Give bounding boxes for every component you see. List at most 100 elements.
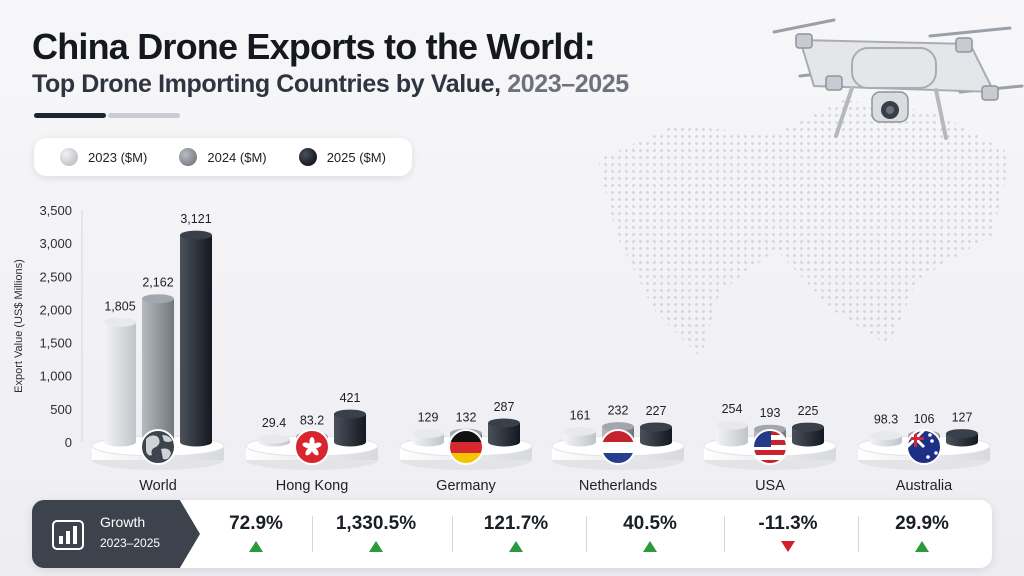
bar-cap [142,294,174,304]
growth-divider [452,516,453,552]
bar-chart: 0 500 1,000 1,500 2,000 2,500 3,000 3,500 Export… [13,203,991,494]
data-label-usa-2023-m: 254 [722,402,743,416]
australia-flag-icon [906,429,942,465]
growth-cell-hong-kong: 1,330.5% [316,500,436,568]
up-arrow-icon [915,541,929,552]
y-tick-label: 500 [50,402,72,417]
bar-netherlands-2025-m [640,426,672,447]
category-label-netherlands: Netherlands [579,478,657,494]
up-arrow-icon [643,541,657,552]
data-label-world-2025-m: 3,121 [180,212,211,226]
category-label-world: World [139,478,177,494]
legend-item-2024: 2024 ($M) [179,148,267,166]
chart-subtitle: Top Drone Importing Countries by Value, … [32,70,629,99]
legend-label-2024: 2024 ($M) [207,149,267,165]
subtitle-years: 2023–2025 [507,70,629,98]
bar-cap [870,430,902,440]
chart-title: China Drone Exports to the World: [32,26,596,67]
growth-period: 2023–2025 [100,536,161,550]
bar-usa-2025-m [792,427,824,447]
legend-swatch-2025 [298,148,317,166]
bar-cap [412,428,444,438]
globe-icon [140,429,176,465]
data-label-world-2023-m: 1,805 [104,299,135,313]
legend-item-2025: 2025 ($M) [298,148,386,166]
bar-cap [946,429,978,439]
growth-divider [724,516,725,552]
bar-cap [716,420,748,430]
category-group-netherlands: 161 232 227 Netherlands [551,404,685,494]
category-label-usa: USA [755,478,785,494]
growth-label-box: Growth 2023–2025 [32,500,200,568]
category-group-germany: 129 132 287 Germany [399,400,533,494]
data-label-germany-2025-m: 287 [494,400,515,414]
y-tick-label: 2,000 [39,302,72,317]
y-tick-label: 3,000 [39,236,72,251]
up-arrow-icon [509,541,523,552]
growth-chart-icon [52,520,84,550]
category-group-australia: 98.3 106 127 Australia [857,411,991,494]
data-label-netherlands-2025-m: 227 [646,404,667,418]
title-underline-dark [34,113,106,118]
down-arrow-icon [781,541,795,552]
bar-cap [602,422,634,432]
growth-value: 29.9% [895,513,949,534]
growth-cell-world: 72.9% [196,500,316,568]
growth-value: -11.3% [758,513,818,534]
legend-swatch-2024 [179,148,198,166]
bar-usa-2023-m [716,425,748,447]
bar-cap [564,426,596,436]
growth-cell-usa: -11.3% [728,500,848,568]
bar-cap [488,418,520,428]
growth-value: 72.9% [229,513,283,534]
growth-divider [586,516,587,552]
data-label-australia-2024-m: 106 [914,412,935,426]
growth-divider [858,516,859,552]
growth-value: 1,330.5% [335,513,417,534]
drone-illustration [772,18,1024,140]
growth-value: 121.7% [483,513,549,534]
legend-item-2023: 2023 ($M) [60,148,147,166]
y-tick-label: 0 [65,435,72,450]
netherlands-flag-icon [600,429,636,465]
data-label-netherlands-2023-m: 161 [570,408,591,422]
subtitle-main: Top Drone Importing Countries by Value, [32,70,501,98]
growth-divider [312,516,313,552]
y-tick-label: 3,500 [39,203,72,218]
y-tick-label: 1,500 [39,336,72,351]
y-tick-label: 2,500 [39,269,72,284]
data-label-world-2024-m: 2,162 [142,276,173,290]
legend-label-2025: 2025 ($M) [326,149,386,165]
data-label-germany-2024-m: 132 [456,410,477,424]
category-label-germany: Germany [436,478,496,494]
title-underline-light [108,113,180,118]
category-group-hong-kong: 29.4 83.2 421 Hong Kong [245,391,379,494]
up-arrow-icon [249,541,263,552]
hong-kong-flag-icon [294,429,330,465]
growth-cell-netherlands: 40.5% [590,500,710,568]
bar-germany-2025-m [488,422,520,447]
y-tick-label: 1,000 [39,369,72,384]
data-label-australia-2025-m: 127 [952,411,973,425]
bar-hong-kong-2025-m [334,414,366,447]
category-group-usa: 254 193 225 USA [703,402,837,494]
bar-cap [104,317,136,327]
category-label-australia: Australia [896,478,953,494]
growth-cell-australia: 29.9% [862,500,982,568]
category-label-hong-kong: Hong Kong [276,478,349,494]
germany-flag-icon [448,429,484,465]
data-label-usa-2024-m: 193 [760,406,781,420]
growth-value: 40.5% [623,513,677,534]
growth-label: Growth [100,514,146,530]
data-label-hong-kong-2025-m: 421 [340,391,361,405]
data-label-usa-2025-m: 225 [798,404,819,418]
data-label-germany-2023-m: 129 [418,410,439,424]
bar-cap [180,230,212,240]
bar-cap [258,434,290,444]
data-label-australia-2023-m: 98.3 [874,412,898,426]
bar-cap [334,409,366,419]
bar-world-2025-m [180,235,212,447]
category-group-world: 1,805 2,162 3,121 World [91,212,225,494]
bar-cap [640,422,672,432]
bar-world-2023-m [104,322,136,447]
